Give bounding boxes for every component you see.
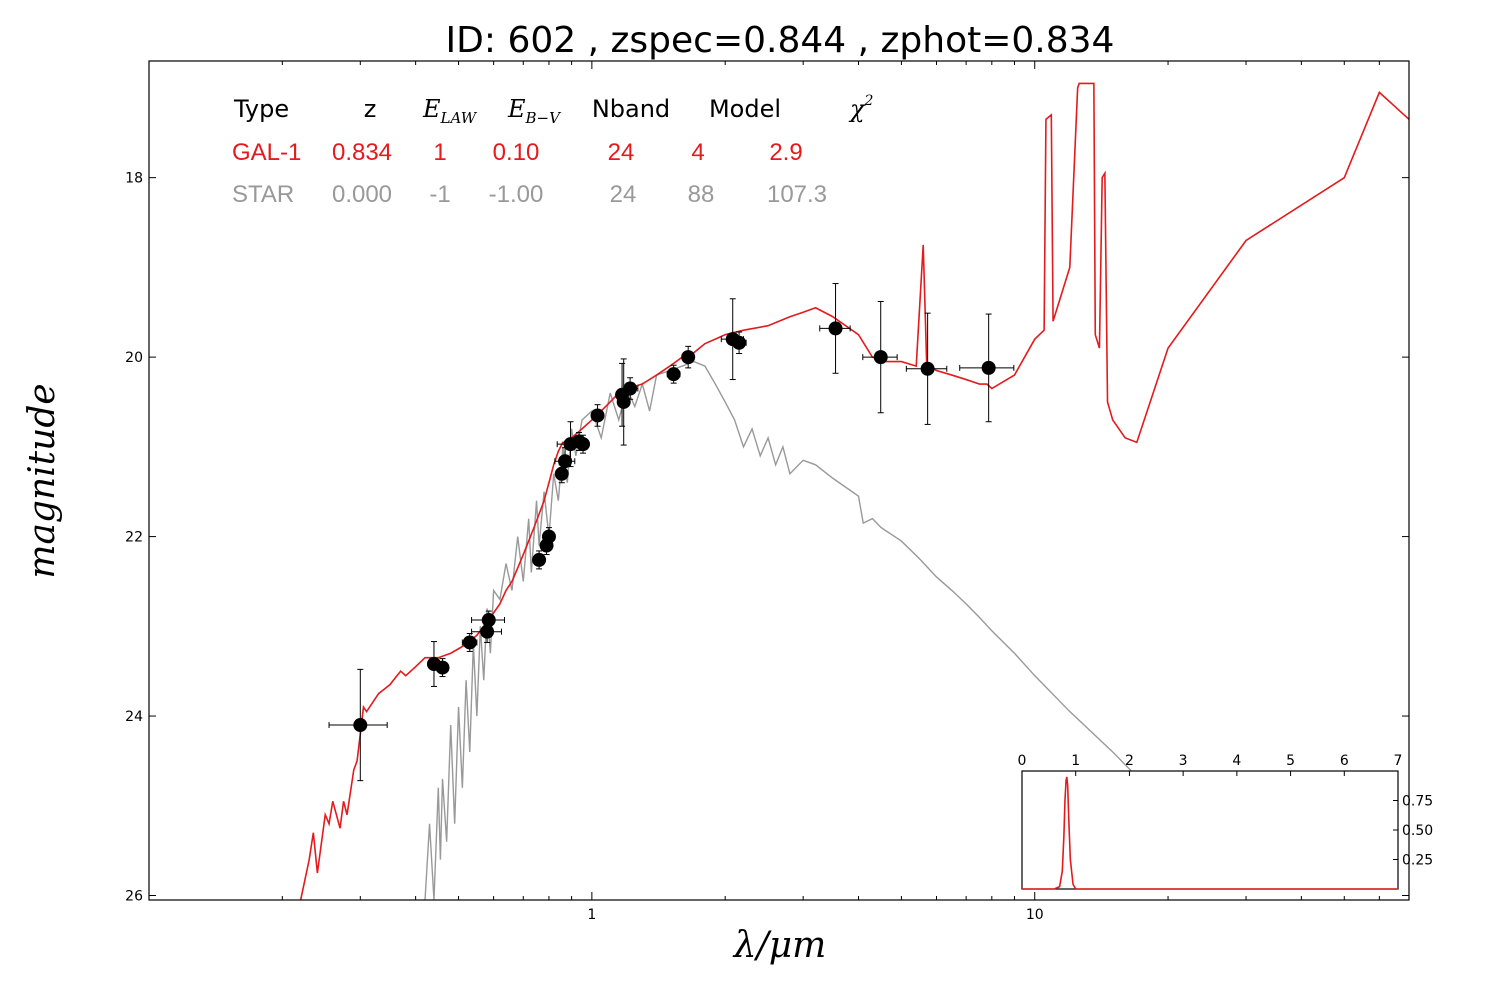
row-star-nband: 24 bbox=[610, 181, 637, 208]
data-point bbox=[576, 434, 591, 454]
data-point bbox=[590, 404, 605, 427]
inset-x-tick-label: 6 bbox=[1340, 753, 1349, 769]
legend-table: Type z ELAW EB−V Nband Model χ2 GAL-1 0.… bbox=[232, 93, 874, 208]
header-model: Model bbox=[709, 95, 781, 123]
pdz-inset: 0 1 2 3 4 5 6 7 0.25 0.50 0.75 bbox=[1018, 753, 1433, 890]
chart-title: ID: 602 , zspec=0.844 , zphot=0.834 bbox=[446, 20, 1115, 61]
data-point bbox=[905, 312, 948, 425]
header-elaw: ELAW bbox=[422, 95, 478, 127]
y-axis-label: magnitude bbox=[22, 383, 63, 578]
header-type: Type bbox=[233, 95, 289, 123]
row-gal-chi2: 2.9 bbox=[769, 139, 802, 166]
row-star-z: 0.000 bbox=[332, 181, 392, 208]
data-point-marker bbox=[873, 350, 888, 365]
row-gal-elaw: 1 bbox=[433, 139, 446, 166]
inset-x-tick-label: 5 bbox=[1286, 753, 1295, 769]
data-point bbox=[959, 313, 1015, 423]
plot-frame bbox=[148, 60, 1410, 901]
inset-x-tick-label: 3 bbox=[1179, 753, 1188, 769]
data-point-marker bbox=[532, 552, 547, 567]
row-star-ebv: -1.00 bbox=[489, 181, 544, 208]
data-point bbox=[532, 550, 547, 570]
header-nband: Nband bbox=[592, 95, 670, 123]
inset-x-tick-label: 1 bbox=[1071, 753, 1080, 769]
row-star-chi2: 107.3 bbox=[767, 181, 827, 208]
data-point bbox=[862, 300, 898, 414]
inset-x-tick-label: 0 bbox=[1018, 753, 1027, 769]
series-line-gal-1 bbox=[299, 82, 1409, 900]
data-point-marker bbox=[435, 660, 450, 675]
data-point bbox=[731, 331, 747, 355]
data-point bbox=[554, 447, 576, 476]
x-axis-label: λ/μm bbox=[732, 925, 826, 966]
data-point-marker bbox=[554, 466, 569, 481]
data-point-marker bbox=[480, 624, 495, 639]
y-tick-label: 20 bbox=[125, 350, 143, 366]
data-point-marker bbox=[623, 381, 638, 396]
data-point bbox=[461, 632, 478, 652]
inset-x-tick-label: 4 bbox=[1232, 753, 1241, 769]
data-point-marker bbox=[981, 360, 996, 375]
header-ebv: EB−V bbox=[507, 95, 562, 127]
y-tick-label: 18 bbox=[125, 171, 143, 187]
inset-y-tick-label: 0.75 bbox=[1402, 794, 1433, 810]
inset-y-tick-label: 0.50 bbox=[1402, 823, 1433, 839]
inset-y-tick-label: 0.25 bbox=[1402, 853, 1433, 869]
row-gal-z: 0.834 bbox=[332, 139, 392, 166]
header-chi2: χ2 bbox=[848, 93, 874, 123]
data-point-marker bbox=[462, 635, 477, 650]
data-point-marker bbox=[681, 350, 696, 365]
pdz-curve bbox=[1022, 776, 1398, 890]
data-point-marker bbox=[576, 437, 591, 452]
inset-frame bbox=[1021, 770, 1399, 890]
data-point bbox=[616, 358, 631, 446]
y-tick-label: 24 bbox=[125, 709, 143, 725]
data-point bbox=[541, 527, 556, 547]
data-point bbox=[666, 364, 681, 384]
row-gal-model: 4 bbox=[691, 139, 704, 166]
data-point-marker bbox=[666, 367, 681, 382]
row-gal-nband: 24 bbox=[608, 139, 635, 166]
data-point bbox=[621, 377, 639, 400]
data-point-marker bbox=[558, 454, 573, 469]
header-z: z bbox=[364, 95, 377, 123]
data-point-marker bbox=[920, 361, 935, 376]
inset-x-tick-label: 2 bbox=[1125, 753, 1134, 769]
row-star-elaw: -1 bbox=[429, 181, 450, 208]
data-point-marker bbox=[828, 321, 843, 336]
x-tick-label: 10 bbox=[1026, 907, 1044, 923]
row-star-model: 88 bbox=[688, 181, 715, 208]
inset-x-tick-label: 7 bbox=[1394, 753, 1403, 769]
legend-row-star: STAR 0.000 -1 -1.00 24 88 107.3 bbox=[232, 181, 827, 208]
legend-row-gal: GAL-1 0.834 1 0.10 24 4 2.9 bbox=[232, 139, 803, 166]
data-point-marker bbox=[616, 394, 631, 409]
data-point bbox=[681, 345, 696, 369]
y-tick-label: 22 bbox=[125, 530, 143, 546]
row-gal-ebv: 0.10 bbox=[493, 139, 540, 166]
data-point-marker bbox=[481, 613, 496, 628]
y-tick-label: 26 bbox=[125, 889, 143, 905]
row-star-type: STAR bbox=[232, 181, 294, 208]
data-point-marker bbox=[732, 335, 747, 350]
data-point-marker bbox=[590, 408, 605, 423]
row-gal-type: GAL-1 bbox=[232, 139, 301, 166]
x-tick-label: 1 bbox=[587, 907, 596, 923]
data-point bbox=[471, 610, 506, 630]
data-point-marker bbox=[353, 718, 368, 733]
data-point-marker bbox=[541, 529, 556, 544]
data-point bbox=[435, 658, 450, 678]
series-line-star bbox=[424, 360, 1174, 900]
data-point bbox=[819, 283, 851, 374]
data-point bbox=[328, 668, 388, 782]
